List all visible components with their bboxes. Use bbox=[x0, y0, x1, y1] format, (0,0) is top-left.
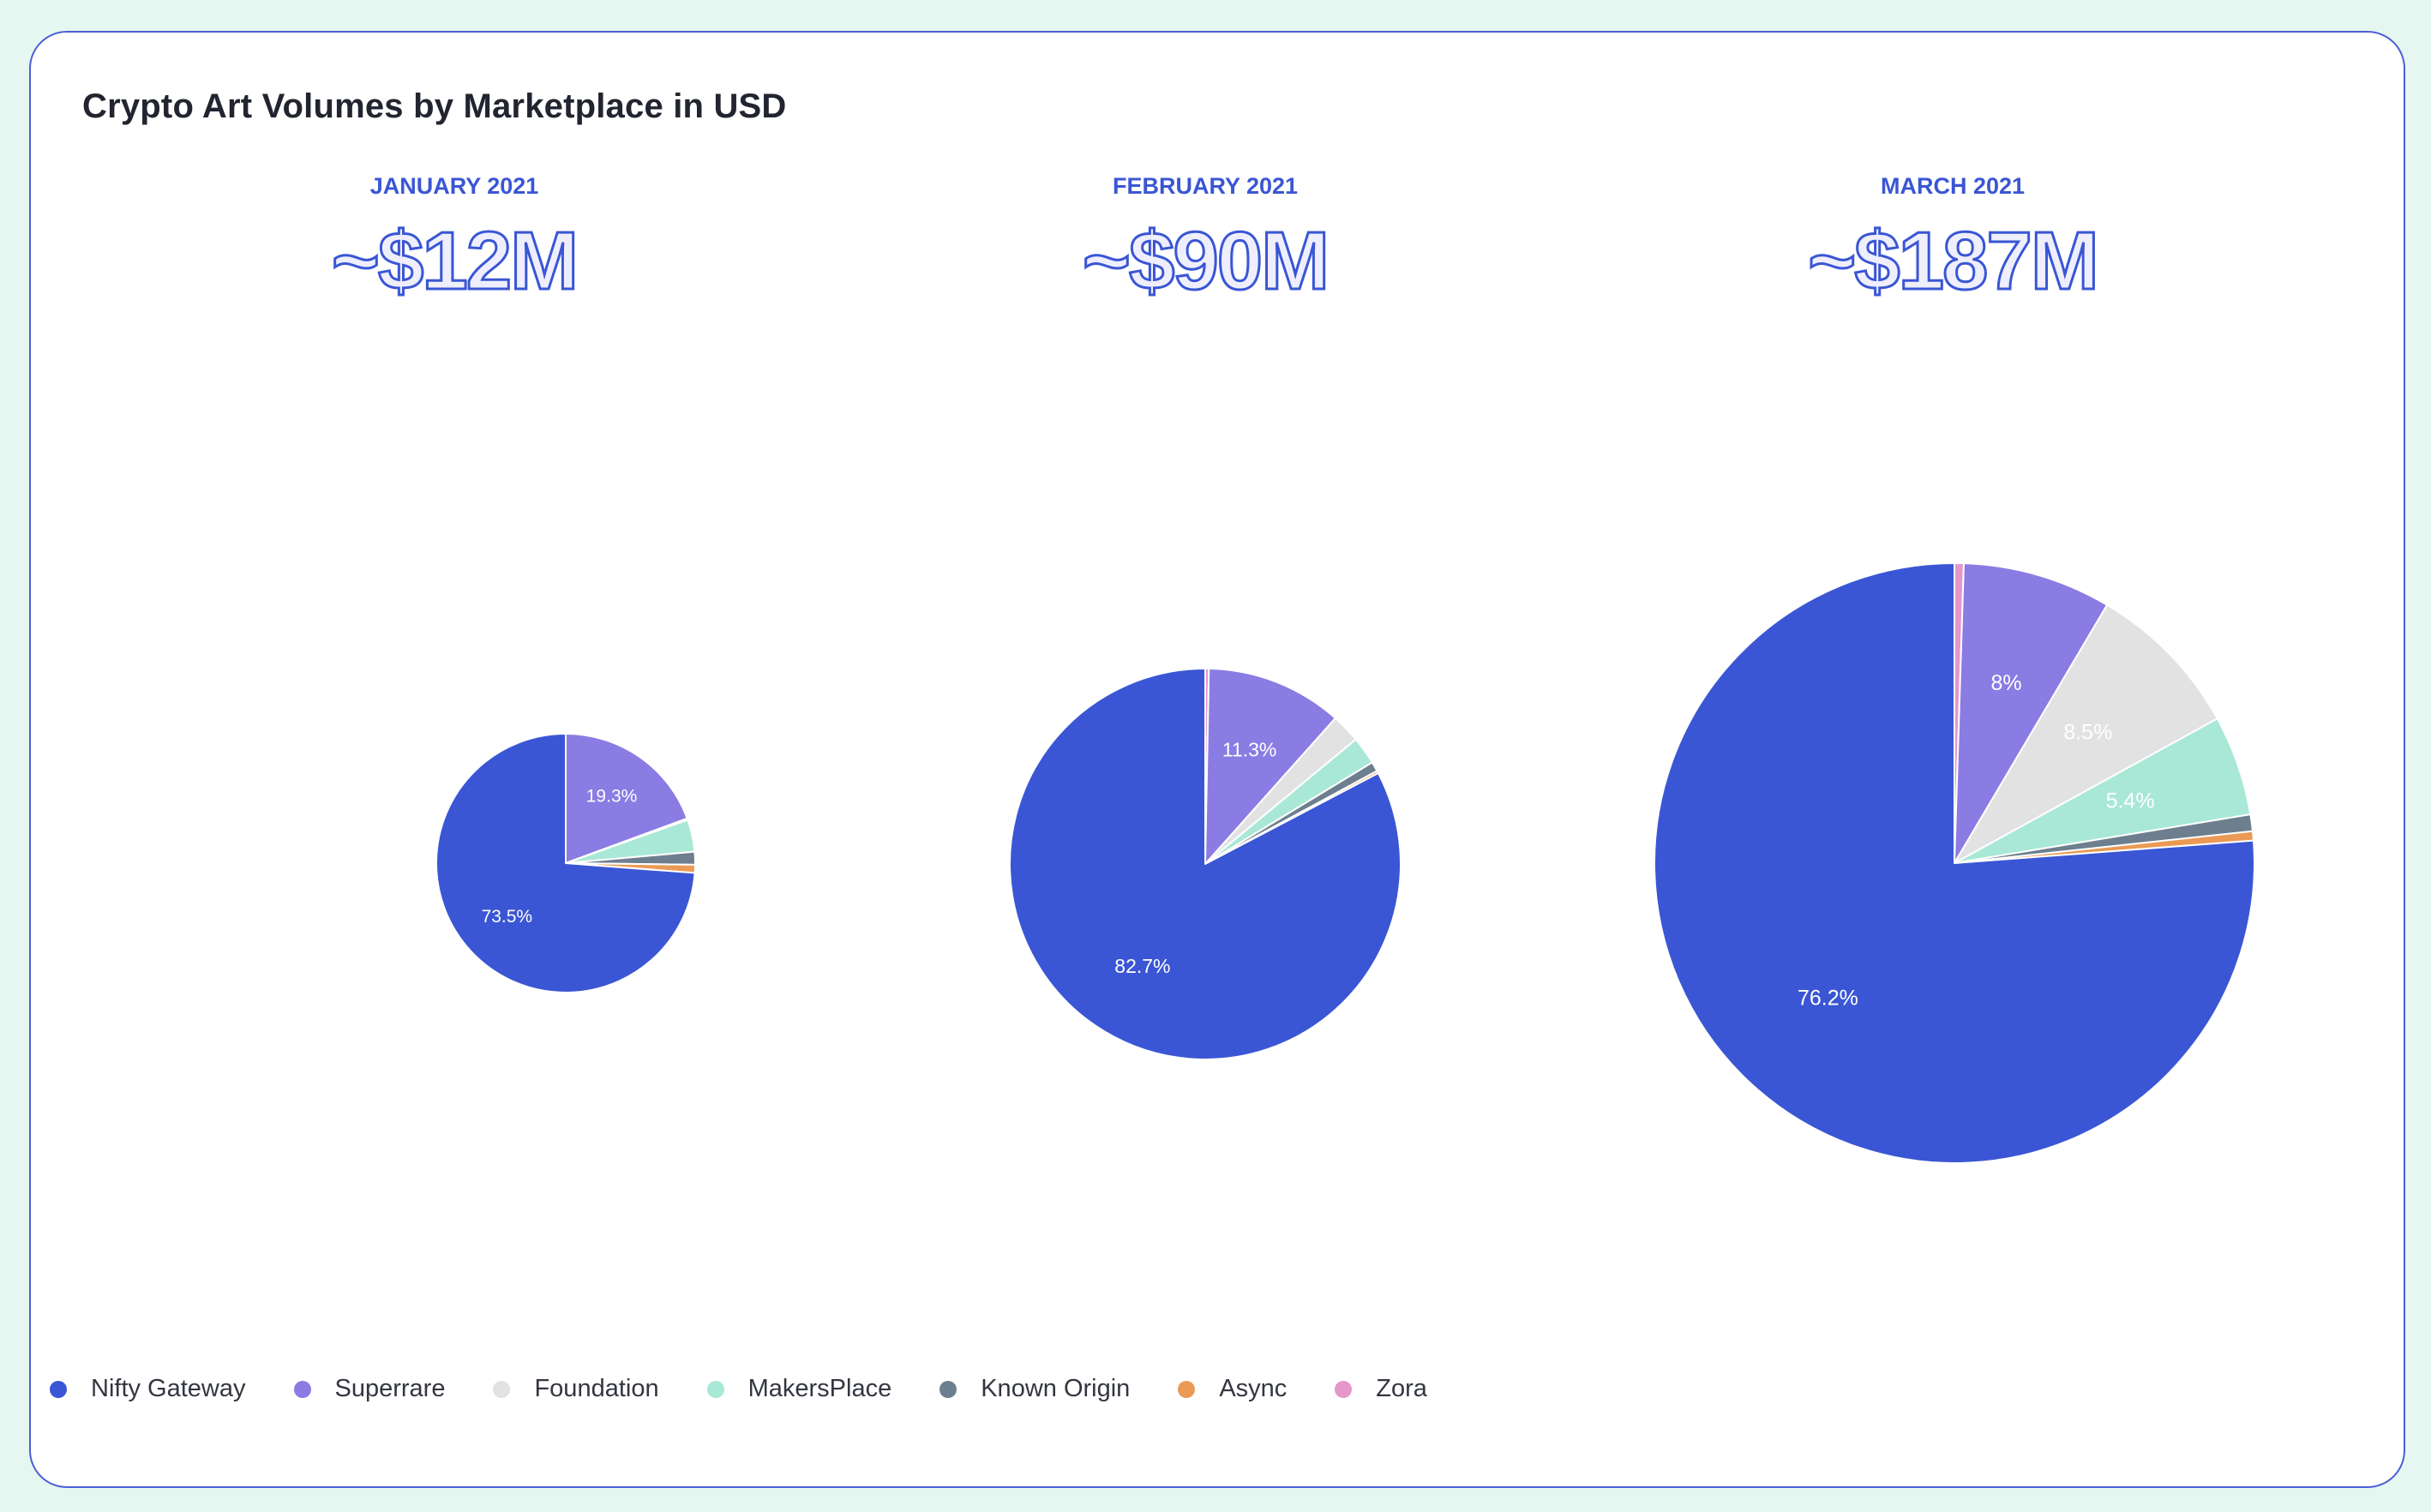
legend-dot-async bbox=[1178, 1380, 1196, 1398]
legend: Nifty Gateway Superrare Foundation Maker… bbox=[50, 1375, 1475, 1403]
data-label-nifty-gateway: 73.5% bbox=[482, 907, 533, 927]
legend-dot-nifty-gateway bbox=[50, 1380, 67, 1398]
legend-dot-foundation bbox=[493, 1380, 511, 1398]
pie-march-2021: 8% 8.5% 5.4% 76.2% bbox=[1654, 562, 2255, 1164]
pie-slice-nifty-gateway[interactable] bbox=[1654, 562, 2255, 1164]
pie-slice-superrare[interactable] bbox=[1204, 668, 1336, 865]
legend-item-async[interactable]: Async bbox=[1178, 1375, 1287, 1403]
data-label-nifty-gateway: 82.7% bbox=[1114, 955, 1170, 977]
month-label-january: JANUARY 2021 bbox=[369, 173, 539, 199]
pie-slice-nifty-gateway[interactable] bbox=[435, 733, 696, 993]
legend-item-nifty-gateway[interactable]: Nifty Gateway bbox=[50, 1375, 246, 1403]
legend-dot-zora bbox=[1335, 1380, 1353, 1398]
data-label-superrare: 8% bbox=[1990, 671, 2021, 695]
month-total-march: ~$187M bbox=[1807, 214, 2101, 309]
month-total-february: ~$90M bbox=[1081, 214, 1330, 309]
data-label-makersplace: 5.4% bbox=[2106, 789, 2155, 813]
legend-item-foundation[interactable]: Foundation bbox=[493, 1375, 659, 1403]
legend-dot-superrare bbox=[293, 1380, 311, 1398]
legend-label-known-origin: Known Origin bbox=[981, 1375, 1131, 1402]
legend-item-superrare[interactable]: Superrare bbox=[293, 1375, 446, 1403]
legend-label-makersplace: MakersPlace bbox=[747, 1375, 892, 1402]
legend-dot-known-origin bbox=[939, 1380, 957, 1398]
pie-slice-superrare[interactable] bbox=[1954, 562, 2109, 864]
data-label-foundation: 8.5% bbox=[2063, 721, 2112, 745]
data-label-nifty-gateway: 76.2% bbox=[1798, 987, 1858, 1011]
pie-january-2021: 19.3% 73.5% bbox=[435, 733, 696, 993]
chart-title: Crypto Art Volumes by Marketplace in USD bbox=[82, 87, 787, 125]
pie-slice-foundation[interactable] bbox=[1954, 603, 2218, 864]
legend-item-makersplace[interactable]: MakersPlace bbox=[706, 1375, 892, 1403]
legend-label-zora: Zora bbox=[1376, 1375, 1427, 1402]
month-total-january: ~$12M bbox=[330, 214, 579, 309]
data-label-superrare: 11.3% bbox=[1222, 738, 1277, 760]
legend-label-superrare: Superrare bbox=[334, 1375, 446, 1402]
pie-february-2021: 11.3% 82.7% bbox=[1009, 668, 1402, 1060]
month-label-march: MARCH 2021 bbox=[1880, 173, 2026, 199]
legend-label-async: Async bbox=[1219, 1375, 1288, 1402]
pie-slice-superrare[interactable] bbox=[565, 733, 688, 864]
data-label-superrare: 19.3% bbox=[586, 787, 638, 807]
legend-label-foundation: Foundation bbox=[534, 1375, 659, 1402]
legend-dot-makersplace bbox=[706, 1380, 724, 1398]
legend-item-known-origin[interactable]: Known Origin bbox=[939, 1375, 1130, 1403]
month-label-february: FEBRUARY 2021 bbox=[1112, 173, 1299, 199]
pie-slice-nifty-gateway[interactable] bbox=[1009, 668, 1402, 1060]
legend-label-nifty-gateway: Nifty Gateway bbox=[91, 1375, 246, 1402]
legend-item-zora[interactable]: Zora bbox=[1335, 1375, 1427, 1403]
